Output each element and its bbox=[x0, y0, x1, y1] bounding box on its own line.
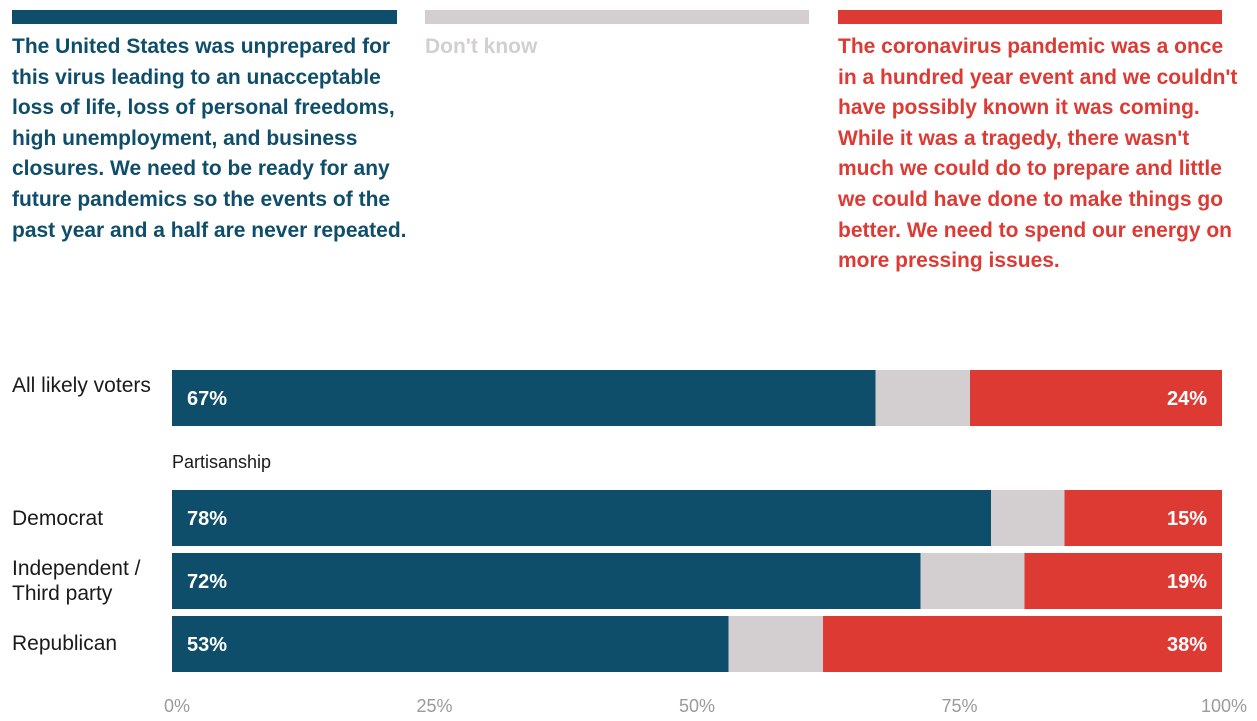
bar-prepared-democrat bbox=[172, 490, 991, 546]
bar-dont_know-democrat bbox=[991, 490, 1065, 546]
x-tick-75: 75% bbox=[941, 696, 977, 716]
bar-prepared-all-likely-voters bbox=[172, 370, 876, 426]
legend-swatch-once-in-century bbox=[838, 10, 1222, 24]
x-tick-25: 25% bbox=[416, 696, 452, 716]
x-tick-0: 0% bbox=[164, 696, 190, 716]
bar-dont_know-all-likely-voters bbox=[875, 370, 970, 426]
legend-label-prepared: The United States was unprepared for thi… bbox=[12, 35, 407, 242]
legend-label-dont-know: Don't know bbox=[425, 35, 538, 58]
data-label-once_in_century-republican: 38% bbox=[1167, 634, 1207, 656]
data-label-prepared-republican: 53% bbox=[187, 634, 227, 656]
group-label-partisanship: Partisanship bbox=[172, 452, 272, 472]
bar-prepared-independent-third-party bbox=[172, 553, 921, 609]
data-label-prepared-all-likely-voters: 67% bbox=[187, 388, 227, 410]
legend-swatch-dont-know bbox=[425, 10, 809, 24]
bar-dont_know-independent-third-party bbox=[920, 553, 1025, 609]
data-label-once_in_century-independent-third-party: 19% bbox=[1167, 571, 1207, 593]
data-label-once_in_century-all-likely-voters: 24% bbox=[1167, 388, 1207, 410]
legend-label-once-in-century: The coronavirus pandemic was a once in a… bbox=[838, 35, 1238, 273]
row-label-all-likely-voters: All likely voters bbox=[12, 374, 151, 397]
row-label-independent: Independent / Third party bbox=[12, 557, 141, 605]
data-label-once_in_century-democrat: 15% bbox=[1167, 508, 1207, 530]
bar-dont_know-republican bbox=[728, 616, 823, 672]
bar-once_in_century-all-likely-voters bbox=[970, 370, 1222, 426]
data-label-prepared-democrat: 78% bbox=[187, 508, 227, 530]
data-label-prepared-independent-third-party: 72% bbox=[187, 571, 227, 593]
row-label-democrat: Democrat bbox=[12, 507, 104, 530]
bar-once_in_century-republican bbox=[823, 616, 1222, 672]
bar-once_in_century-democrat bbox=[1064, 490, 1222, 546]
row-label-republican: Republican bbox=[12, 632, 118, 655]
legend-swatch-prepared bbox=[12, 10, 397, 24]
x-tick-50: 50% bbox=[679, 696, 715, 716]
bar-prepared-republican bbox=[172, 616, 729, 672]
bar-once_in_century-independent-third-party bbox=[1024, 553, 1222, 609]
x-tick-100: 100% bbox=[1201, 696, 1247, 716]
